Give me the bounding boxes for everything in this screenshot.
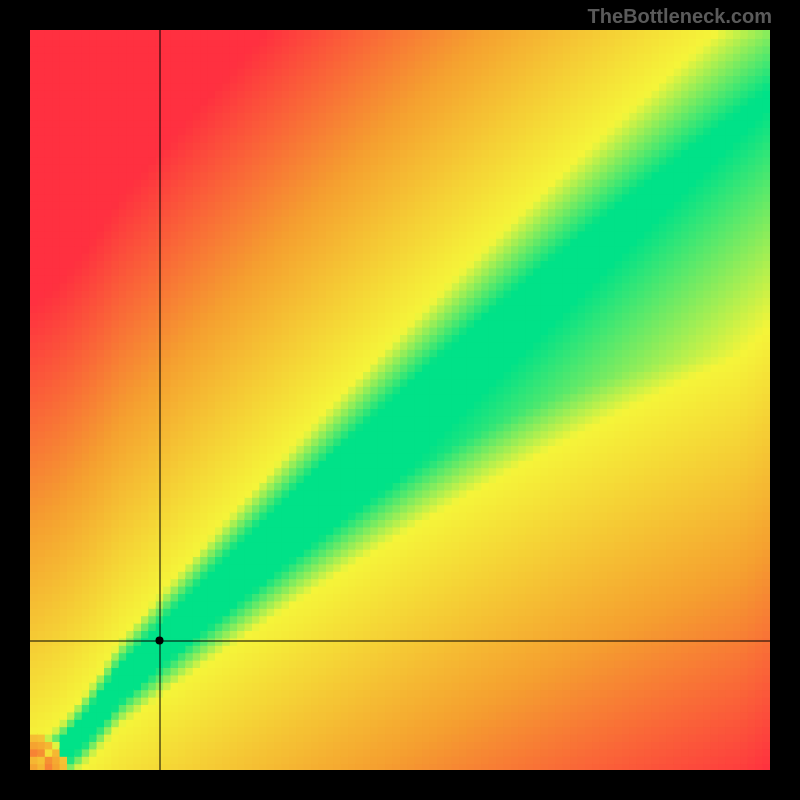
watermark-text: TheBottleneck.com — [588, 6, 772, 29]
heatmap-canvas — [30, 30, 770, 770]
bottleneck-heatmap — [30, 30, 770, 770]
